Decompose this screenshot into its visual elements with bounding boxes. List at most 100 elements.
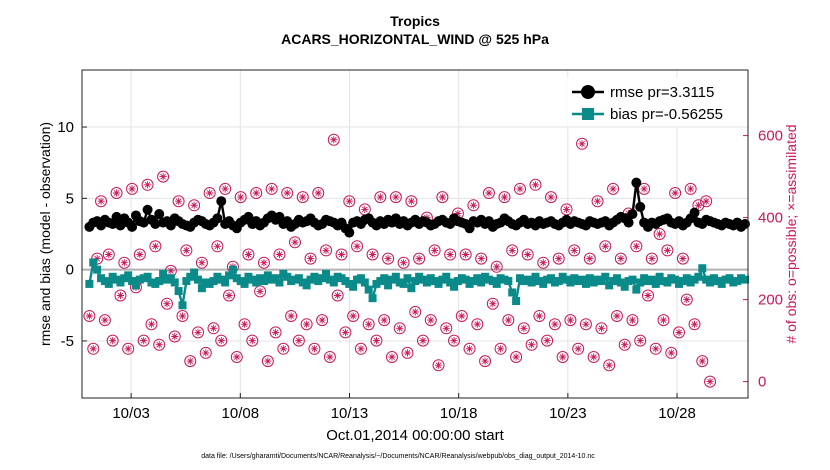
obs-point (343, 195, 356, 208)
obs-point (525, 338, 538, 351)
bias-point (178, 301, 187, 310)
x-tick-label: 10/13 (331, 405, 369, 422)
obs-point (122, 342, 135, 355)
bias-point (682, 274, 691, 283)
obs-point (603, 359, 616, 372)
bias-point (504, 277, 513, 286)
obs-point (696, 355, 709, 368)
bias-point (197, 284, 206, 293)
obs-point (288, 236, 301, 249)
obs-point (614, 252, 627, 265)
y-tick-label-left: 0 (66, 262, 74, 279)
obs-point (673, 326, 686, 339)
bias-point (612, 274, 621, 283)
obs-point (335, 248, 348, 261)
obs-point (141, 178, 154, 191)
obs-point (448, 334, 461, 347)
x-axis-label: Oct.01,2014 00:00:00 start (326, 427, 504, 444)
obs-point (230, 351, 243, 363)
obs-point (634, 334, 647, 347)
obs-point (385, 351, 398, 363)
bias-point (166, 274, 175, 283)
x-tick-label: 10/23 (549, 405, 587, 422)
obs-point (641, 289, 654, 302)
bias-point (391, 272, 400, 281)
obs-point (133, 248, 146, 261)
obs-point (168, 330, 181, 343)
obs-point (157, 170, 170, 183)
rmse-point (635, 201, 646, 212)
obs-point (188, 199, 201, 212)
bias-point (651, 279, 660, 288)
legend-rmse-marker (581, 85, 595, 99)
bias-point (349, 282, 358, 291)
bias-point (717, 279, 726, 288)
obs-point (296, 191, 309, 204)
x-tick-label: 10/28 (658, 405, 696, 422)
obs-point (428, 244, 441, 257)
bias-point (194, 275, 203, 284)
obs-point (192, 326, 205, 339)
rmse-point (627, 209, 638, 220)
y-tick-label-right: 600 (758, 128, 783, 145)
obs-point (537, 256, 550, 269)
obs-point (669, 187, 682, 199)
bias-point (698, 264, 707, 273)
obs-point (688, 318, 701, 331)
y-tick-label-left: -5 (61, 333, 74, 350)
y-axis-label-left: rmse and bias (model - observation) (37, 122, 53, 346)
obs-point (599, 240, 612, 253)
obs-point (490, 260, 503, 273)
obs-point (83, 310, 96, 322)
bias-point (182, 277, 191, 286)
bias-point (512, 297, 521, 306)
rmse-point (739, 219, 750, 230)
y-tick-label-left: 10 (57, 119, 74, 136)
obs-point (172, 195, 185, 208)
bias-point (461, 275, 470, 284)
bias-point (663, 278, 672, 287)
bias-point (434, 279, 443, 288)
obs-point (576, 137, 589, 150)
x-tick-label: 10/08 (222, 405, 260, 422)
bias-point (225, 271, 234, 280)
bias-point (403, 274, 412, 283)
rmse-point (127, 221, 138, 232)
bias-point (531, 272, 540, 281)
bias-point (318, 274, 327, 283)
obs-point (653, 228, 666, 240)
obs-point (607, 182, 620, 195)
obs-point (665, 346, 678, 359)
obs-point (548, 318, 561, 331)
bias-point (283, 272, 292, 281)
rmse-point (212, 213, 223, 224)
obs-point (494, 342, 507, 355)
y-tick-label-left: 5 (66, 190, 74, 207)
obs-point (269, 326, 282, 339)
obs-point (676, 252, 689, 265)
bias-point (508, 288, 517, 297)
obs-point (417, 334, 430, 347)
obs-point (545, 191, 558, 204)
bias-point (446, 278, 455, 287)
bias-point (422, 278, 431, 287)
obs-point (110, 187, 123, 199)
obs-point (354, 342, 367, 355)
bias-point (647, 275, 656, 284)
bias-point (155, 277, 164, 286)
bias-point (616, 278, 625, 287)
obs-point (482, 187, 495, 199)
obs-point (277, 342, 290, 355)
obs-point (223, 289, 236, 302)
obs-point (513, 182, 526, 195)
obs-point (362, 318, 375, 331)
obs-point (308, 342, 321, 355)
chart-subtitle: ACARS_HORIZONTAL_WIND @ 525 hPa (281, 31, 549, 47)
bias-point (209, 277, 218, 286)
obs-point (405, 195, 418, 208)
obs-point (700, 195, 713, 208)
bias-point (411, 277, 420, 286)
plot-frame (81, 69, 749, 399)
bias-point (632, 285, 641, 294)
